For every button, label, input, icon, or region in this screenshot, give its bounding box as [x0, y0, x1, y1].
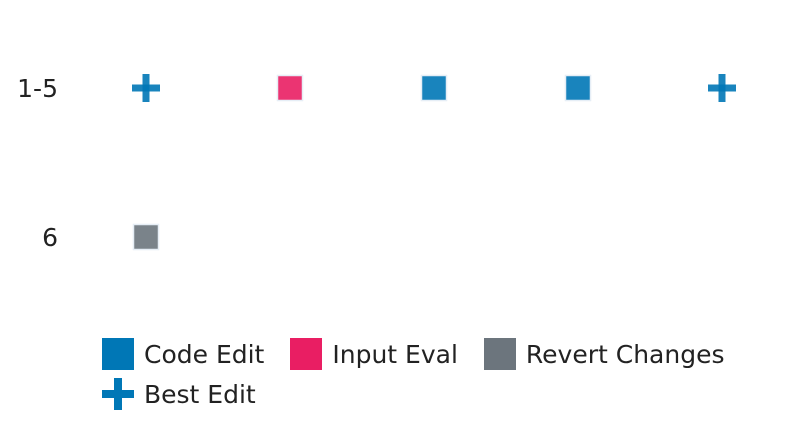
legend-row-1: Code Edit Input Eval Revert Changes [102, 334, 802, 374]
row-tick-label-6: 6 [42, 223, 58, 252]
code-edit-square-icon [102, 338, 134, 370]
input-eval-square-icon [290, 338, 323, 370]
legend-label-input-eval: Input Eval [332, 339, 458, 369]
input-eval-marker [276, 74, 304, 102]
best-edit-marker [132, 74, 160, 102]
revert-changes-square-icon [483, 338, 516, 370]
legend-item-revert-changes: Revert Changes [483, 338, 725, 370]
best-edit-marker [708, 74, 736, 102]
code-edit-marker [564, 74, 592, 102]
revert-changes-marker [132, 223, 160, 251]
legend-item-code-edit: Code Edit [102, 338, 264, 370]
chart-plot-area: 1-5 6 [17, 74, 736, 252]
code-edit-marker [420, 74, 448, 102]
legend-item-input-eval: Input Eval [290, 338, 458, 370]
row-tick-label-1-5: 1-5 [17, 74, 58, 103]
legend-item-best-edit: Best Edit [102, 378, 256, 410]
legend-label-best-edit: Best Edit [144, 379, 256, 409]
legend-row-2: Best Edit [102, 374, 802, 414]
best-edit-plus-icon [102, 378, 134, 410]
legend-label-revert-changes: Revert Changes [525, 339, 725, 369]
legend-label-code-edit: Code Edit [144, 339, 265, 369]
legend: Code Edit Input Eval Revert Changes Best… [102, 334, 802, 414]
